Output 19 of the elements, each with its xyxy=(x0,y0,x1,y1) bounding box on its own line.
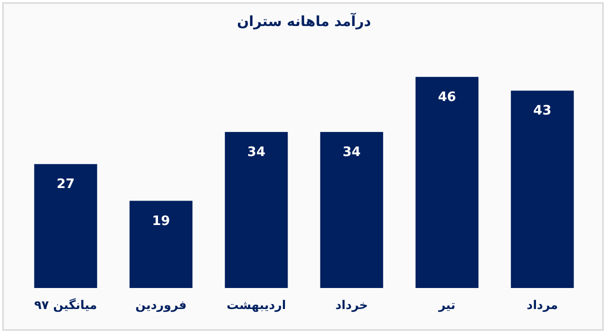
x-tick-label: اردیبهشت xyxy=(226,298,286,312)
x-tick-label: فروردین xyxy=(135,298,187,312)
x-tick-label: مرداد xyxy=(526,298,558,312)
bar xyxy=(34,164,98,288)
x-tick-label: میانگین ۹۷ xyxy=(34,298,98,312)
bar xyxy=(224,132,288,288)
data-label: 27 xyxy=(56,177,75,192)
data-label: 46 xyxy=(438,90,456,105)
x-tick-label: خرداد xyxy=(335,298,368,312)
data-label: 43 xyxy=(533,104,552,119)
bar xyxy=(510,90,574,288)
data-label: 34 xyxy=(342,144,361,160)
data-label: 34 xyxy=(247,144,266,160)
bar xyxy=(416,76,478,288)
bar xyxy=(130,200,192,288)
bar xyxy=(320,132,384,288)
chart-title: درآمد ماهانه ستران xyxy=(236,12,372,30)
x-tick-label: تیر xyxy=(438,298,456,312)
data-label: 19 xyxy=(152,214,170,229)
